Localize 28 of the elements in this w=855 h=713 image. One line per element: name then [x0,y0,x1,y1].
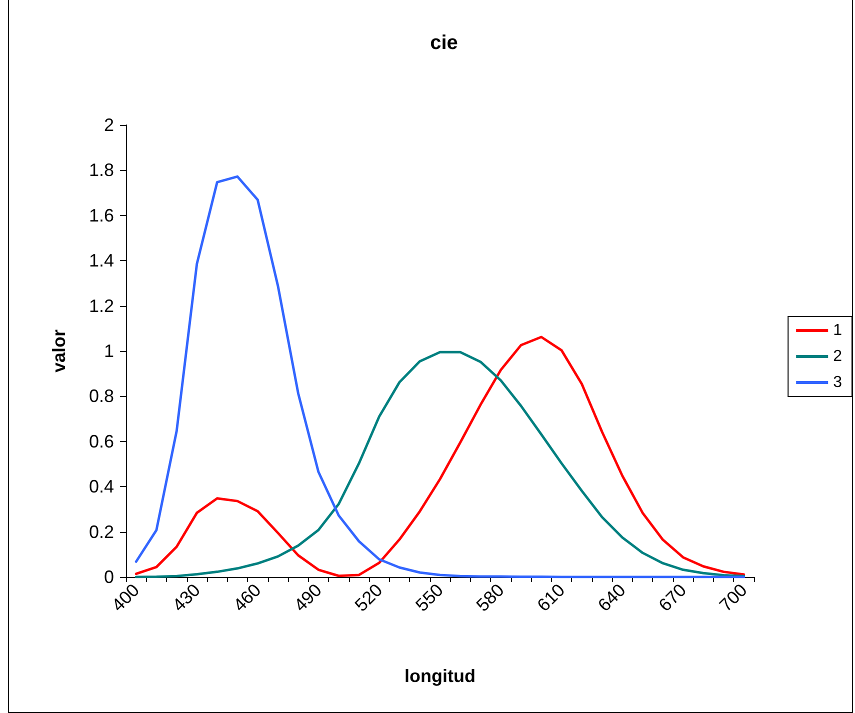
y-tick-label: 1.8 [88,160,114,180]
y-tick-label: 0.2 [88,522,114,542]
x-axis-title: longitud [404,666,476,686]
x-tick-label: 550 [412,580,448,616]
y-tick-label: 1 [104,341,114,361]
y-axis-title: valor [49,329,69,373]
legend-label: 1 [833,322,842,339]
x-tick-label: 580 [472,580,508,616]
x-tick-label: 670 [654,580,690,616]
y-tick-label: 0.4 [88,476,114,497]
y-tick-label: 0.6 [88,431,114,452]
x-tick-label: 700 [716,580,751,616]
legend-label: 2 [833,348,842,365]
x-tick-label: 640 [594,580,630,616]
x-tick-label: 460 [229,580,265,616]
y-tick-label: 0 [104,567,114,587]
x-tick-label: 430 [168,580,204,616]
y-tick-label: 0.8 [88,386,114,406]
chart-title: cie [430,32,458,54]
legend-label: 3 [833,374,842,391]
y-tick-label: 1.6 [88,205,114,226]
y-tick-label: 1.4 [88,250,114,271]
x-tick-label: 520 [350,580,386,616]
y-tick-label: 2 [104,115,114,135]
x-tick-label: 490 [290,580,326,616]
y-tick-label: 1.2 [88,296,114,316]
x-tick-label: 610 [533,580,569,616]
line-series [134,175,746,578]
